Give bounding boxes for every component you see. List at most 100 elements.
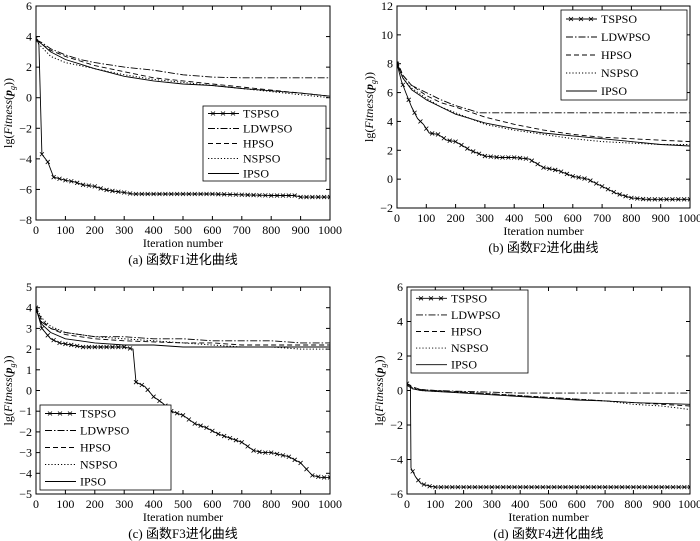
data-point-marker — [429, 131, 435, 136]
series-line-ldwpso — [407, 383, 690, 394]
data-point-marker — [251, 448, 256, 453]
data-point-marker — [145, 387, 151, 393]
data-point-marker — [410, 469, 415, 474]
data-point-marker — [57, 340, 62, 346]
x-tick-label: 300 — [115, 223, 133, 237]
data-point-marker — [535, 161, 540, 167]
x-tick-label: 900 — [292, 497, 310, 511]
figure-caption: (c) 函数F3进化曲线 — [128, 526, 237, 541]
data-point-marker — [670, 197, 675, 202]
data-point-marker — [546, 484, 551, 490]
x-tick-label: 400 — [505, 211, 523, 225]
data-point-marker — [321, 475, 327, 480]
data-point-marker — [476, 151, 482, 157]
y-tick-label: −1 — [19, 404, 32, 418]
data-point-marker — [664, 197, 669, 202]
data-point-marker — [605, 186, 611, 192]
data-point-marker — [494, 154, 499, 160]
data-point-marker — [263, 450, 268, 455]
series-line-ldwpso — [36, 39, 330, 79]
data-point-marker — [523, 156, 529, 161]
legend-label-hpso: HPSO — [243, 137, 274, 151]
x-tick-label: 0 — [33, 497, 39, 511]
data-point-marker — [670, 484, 676, 490]
data-point-marker — [315, 474, 321, 480]
data-point-marker — [482, 153, 488, 159]
data-point-marker — [39, 326, 45, 331]
y-tick-label: 0 — [387, 172, 393, 186]
data-point-marker — [642, 484, 648, 490]
data-point-marker — [511, 155, 517, 160]
chart-panel-4: 0 100 200 300 400 500 600 700 800 900 1000 −6 −4 −2 0 2… — [372, 280, 700, 541]
data-point-marker — [192, 191, 198, 197]
data-point-marker — [631, 484, 636, 490]
data-point-marker — [453, 139, 458, 144]
data-point-marker — [186, 417, 192, 422]
y-tick-label: 2 — [26, 342, 32, 356]
x-tick-label: 400 — [511, 497, 529, 511]
data-point-marker — [239, 439, 245, 445]
x-tick-label: 900 — [292, 223, 310, 237]
x-tick-label: 800 — [262, 223, 280, 237]
data-point-marker — [174, 191, 180, 197]
series-group — [36, 35, 330, 200]
data-point-marker — [614, 484, 619, 490]
data-point-marker — [676, 484, 681, 490]
data-point-marker — [327, 475, 330, 480]
x-tick-label: 400 — [145, 497, 163, 511]
data-point-marker — [563, 484, 568, 490]
x-tick-label: 900 — [652, 211, 670, 225]
x-tick-label: 1000 — [678, 497, 700, 511]
y-tick-label: 2 — [397, 349, 403, 363]
data-point-marker — [470, 149, 476, 154]
legend-label-tspso: TSPSO — [243, 107, 279, 121]
data-point-marker — [541, 165, 546, 170]
data-point-marker — [233, 192, 239, 197]
data-point-marker — [534, 484, 540, 490]
data-point-marker — [433, 484, 438, 490]
data-point-marker — [488, 154, 494, 159]
data-point-marker — [80, 182, 86, 188]
legend-label-nspso: NSPSO — [601, 66, 639, 80]
y-tick-label: −6 — [390, 487, 403, 501]
figure-caption: (a) 函数F1进化曲线 — [128, 252, 237, 267]
data-point-marker — [675, 197, 681, 202]
series-line-ipso — [36, 39, 330, 97]
x-tick-label: 500 — [174, 223, 192, 237]
series-line-ipso — [36, 309, 330, 348]
series-line-tspso — [36, 37, 330, 198]
data-point-marker — [257, 449, 262, 455]
data-point-marker — [151, 191, 156, 197]
x-tick-label: 0 — [394, 211, 400, 225]
data-point-marker — [455, 484, 461, 490]
data-point-marker — [593, 181, 599, 186]
data-point-marker — [286, 193, 292, 198]
data-point-marker — [174, 410, 180, 416]
data-point-marker — [602, 484, 608, 490]
y-tick-label: 4 — [387, 114, 393, 128]
data-point-marker — [239, 192, 245, 198]
data-point-marker — [400, 82, 406, 88]
data-point-marker — [608, 484, 614, 490]
data-point-marker — [121, 344, 127, 350]
y-tick-label: −6 — [19, 182, 32, 196]
data-point-marker — [227, 435, 233, 441]
legend-marker — [220, 111, 226, 116]
data-point-marker — [233, 437, 239, 443]
data-point-marker — [198, 423, 203, 428]
series-line-ipso — [397, 63, 690, 147]
x-tick-label: 100 — [56, 223, 74, 237]
data-point-marker — [110, 344, 115, 350]
data-point-marker — [68, 178, 74, 184]
data-point-marker — [45, 333, 51, 338]
data-point-marker — [653, 484, 659, 490]
series-line-hpso — [397, 60, 690, 143]
x-tick-label: 600 — [203, 223, 221, 237]
x-tick-label: 300 — [483, 497, 501, 511]
data-point-marker — [687, 197, 690, 202]
data-point-marker — [321, 194, 327, 200]
data-point-marker — [416, 477, 421, 483]
data-point-marker — [139, 191, 145, 197]
data-point-marker — [552, 167, 558, 173]
x-tick-label: 100 — [417, 211, 435, 225]
